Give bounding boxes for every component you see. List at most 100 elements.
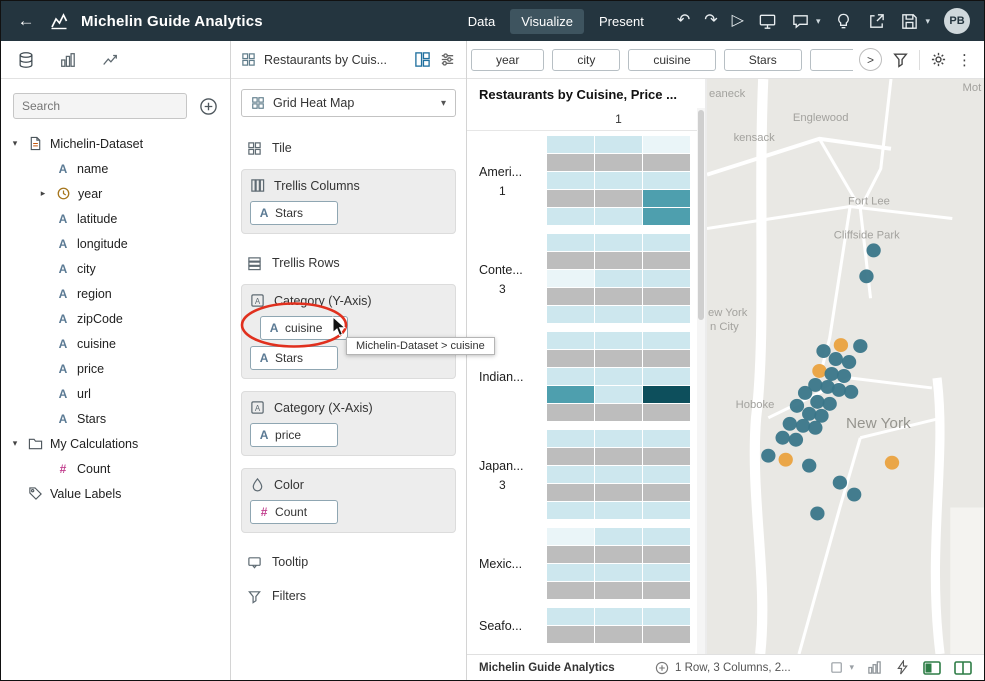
heatmap-cell[interactable]	[643, 368, 690, 385]
heatmap-scrollbar[interactable]	[697, 108, 705, 654]
tree-item-stars[interactable]: A Stars	[1, 406, 230, 431]
heatmap-cell[interactable]	[595, 350, 642, 367]
map-point[interactable]	[810, 394, 825, 409]
undo-button[interactable]: ↶	[676, 12, 691, 29]
pill-stars[interactable]: A Stars	[250, 346, 339, 370]
heatmap-cell[interactable]	[643, 350, 690, 367]
map-point[interactable]	[859, 269, 874, 284]
insights-bulb-icon[interactable]	[834, 12, 853, 31]
heatmap-cell[interactable]	[595, 368, 642, 385]
map-point[interactable]	[795, 418, 811, 433]
map-point[interactable]	[802, 406, 817, 421]
heatmap-cell[interactable]	[595, 404, 642, 421]
search-input[interactable]	[13, 93, 188, 119]
map-point[interactable]	[789, 398, 805, 413]
map-point[interactable]	[775, 430, 790, 445]
expand-arrow-icon[interactable]: ▾	[12, 438, 18, 448]
nav-visualize[interactable]: Visualize	[510, 8, 584, 34]
heatmap-cell[interactable]	[643, 208, 690, 225]
map-point[interactable]	[797, 385, 813, 400]
heatmap-cell[interactable]	[595, 386, 642, 403]
tree-item-value-labels[interactable]: Value Labels	[1, 481, 230, 506]
auto-insights-icon[interactable]	[895, 660, 910, 675]
map-point[interactable]	[812, 364, 827, 378]
back-button[interactable]: ←	[15, 11, 37, 31]
heatmap-cell[interactable]	[547, 528, 594, 545]
add-field-icon[interactable]	[199, 97, 218, 116]
tree-item-count[interactable]: # Count	[1, 456, 230, 481]
pill-count[interactable]: # Count	[250, 500, 339, 524]
heatmap-cell[interactable]	[595, 154, 642, 171]
grammar-target-color[interactable]: Color # Count	[241, 468, 456, 533]
grammar-target-trellis-columns[interactable]: Trellis Columns A Stars	[241, 169, 456, 234]
canvas-1-icon[interactable]	[923, 660, 941, 675]
map-point[interactable]	[822, 396, 837, 411]
comments-icon[interactable]	[791, 12, 810, 31]
map-point[interactable]	[820, 379, 835, 394]
heatmap-cell[interactable]	[643, 252, 690, 269]
heatmap-cell[interactable]	[595, 306, 642, 323]
grammar-target-tooltip[interactable]: Tooltip	[241, 545, 456, 579]
heatmap-cell[interactable]	[547, 502, 594, 519]
grammar-target-filters[interactable]: Filters	[241, 579, 456, 613]
tree-item-my-calculations[interactable]: ▾ My Calculations	[1, 431, 230, 456]
tab-data-elements[interactable]	[17, 51, 35, 69]
map-point[interactable]	[843, 384, 859, 399]
heatmap-cell[interactable]	[643, 172, 690, 189]
heatmap-cell[interactable]	[595, 234, 642, 251]
heatmap-cell[interactable]	[547, 252, 594, 269]
heatmap-cell[interactable]	[547, 448, 594, 465]
heatmap-cell[interactable]	[643, 546, 690, 563]
heatmap-cell[interactable]	[595, 502, 642, 519]
map-point[interactable]	[841, 355, 857, 369]
heatmap-cell[interactable]	[547, 208, 594, 225]
properties-tab-icon[interactable]	[439, 51, 456, 68]
map-point[interactable]	[782, 416, 797, 431]
heatmap-cell[interactable]	[547, 270, 594, 287]
map-point[interactable]	[847, 487, 862, 502]
quality-insights-icon[interactable]	[867, 660, 882, 675]
save-icon[interactable]	[900, 12, 919, 31]
expand-arrow-icon[interactable]: ▾	[12, 138, 18, 148]
map-point[interactable]	[808, 420, 823, 435]
export-icon[interactable]	[867, 12, 886, 31]
heatmap-cell[interactable]	[643, 136, 690, 153]
canvas-settings-icon[interactable]	[930, 51, 947, 68]
filter-chip-city[interactable]: city	[552, 48, 621, 71]
heatmap-cell[interactable]	[595, 564, 642, 581]
heatmap-cell[interactable]	[547, 466, 594, 483]
heatmap-cell[interactable]	[547, 288, 594, 305]
map-point[interactable]	[884, 455, 900, 470]
map-point[interactable]	[802, 458, 817, 473]
map-point[interactable]	[788, 432, 804, 447]
redo-button[interactable]: ↷	[704, 12, 718, 29]
grammar-tab-icon[interactable]	[414, 51, 431, 68]
map-point[interactable]	[816, 344, 831, 359]
heatmap-cell[interactable]	[547, 404, 594, 421]
tree-item-year[interactable]: ▸ year	[1, 181, 230, 206]
grammar-target-tile[interactable]: Tile	[241, 131, 456, 165]
heatmap-cell[interactable]	[595, 528, 642, 545]
filter-chip-stars[interactable]: Stars	[723, 48, 802, 71]
heatmap-cell[interactable]	[595, 136, 642, 153]
run-button[interactable]: ▷	[731, 12, 744, 29]
layout-caret-icon[interactable]: ▾	[849, 662, 854, 672]
heatmap-cell[interactable]	[595, 546, 642, 563]
map-point[interactable]	[778, 452, 793, 467]
scrollbar-thumb[interactable]	[698, 110, 704, 320]
map-point[interactable]	[853, 339, 868, 354]
save-caret-icon[interactable]: ▾	[925, 15, 930, 26]
tab-analytics[interactable]	[101, 51, 119, 69]
heatmap-cell[interactable]	[643, 430, 690, 447]
layout-selector-icon[interactable]	[830, 660, 845, 675]
map-point[interactable]	[828, 352, 843, 367]
filter-funnel-icon[interactable]	[892, 51, 909, 68]
